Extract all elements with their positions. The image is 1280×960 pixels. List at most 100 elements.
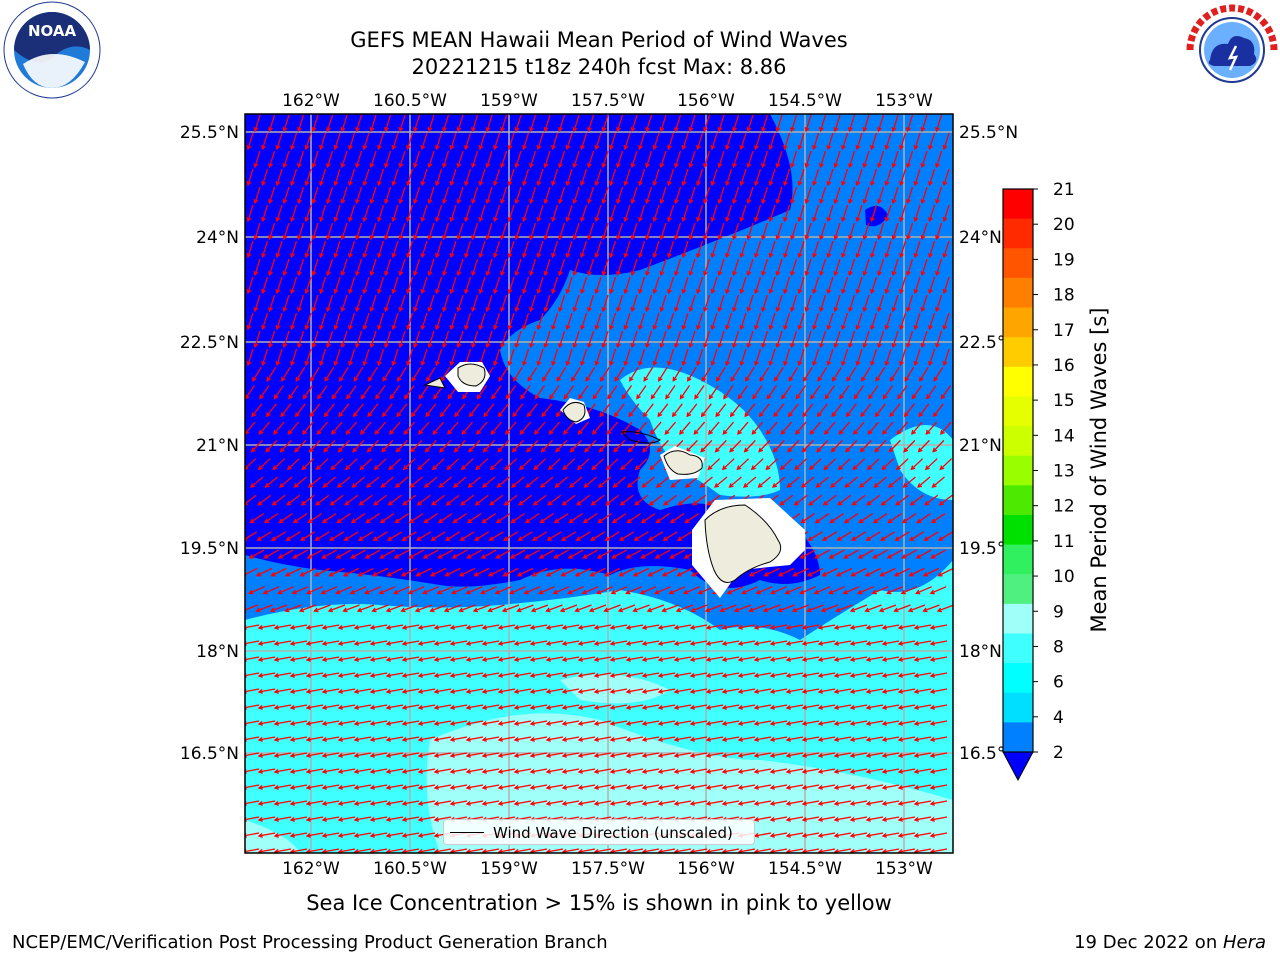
wind-arrow (319, 204, 327, 222)
wind-arrow (498, 752, 516, 757)
wind-arrow-head (917, 447, 923, 453)
wind-arrow (402, 720, 420, 725)
wind-arrow (370, 624, 388, 629)
wind-arrow (540, 512, 554, 524)
wind-arrow-head (385, 784, 391, 790)
wind-arrow-head (799, 554, 805, 559)
wind-arrow (834, 624, 852, 629)
wind-arrow (783, 276, 791, 294)
wind-arrow (479, 168, 486, 186)
wind-arrow-head (899, 360, 904, 367)
wind-arrow (544, 294, 551, 312)
wind-arrow (898, 800, 916, 805)
wind-arrow (558, 114, 566, 132)
wind-arrow (514, 656, 532, 661)
wind-arrow-head (460, 465, 466, 471)
wind-arrow (386, 656, 404, 661)
wind-arrow (685, 512, 699, 524)
wind-arrow-head (476, 429, 481, 435)
wind-arrow-head (331, 429, 336, 435)
wind-arrow (251, 403, 263, 417)
wind-arrow-head (865, 672, 871, 678)
wind-arrow-head (901, 554, 907, 559)
wind-arrow (638, 132, 646, 150)
wind-arrow (508, 240, 515, 258)
wind-arrow-head (294, 447, 300, 453)
wind-arrow-head (657, 720, 663, 726)
wind-arrow (831, 439, 843, 453)
wind-arrow-head (522, 180, 527, 187)
wind-arrow-head (516, 571, 523, 577)
wind-arrow-head (809, 429, 815, 435)
wind-arrow-head (353, 816, 359, 822)
wind-arrow-head (690, 607, 696, 613)
wind-arrow (626, 549, 642, 559)
wind-arrow-head (577, 624, 583, 630)
wind-arrow-head (619, 536, 625, 541)
wind-arrow (582, 586, 599, 594)
wind-arrow (910, 458, 924, 470)
wind-arrow (530, 752, 548, 757)
wind-arrow-head (891, 162, 897, 169)
wind-arrow-head (874, 412, 880, 418)
wind-arrow-head (337, 752, 343, 758)
wind-arrow-head (536, 216, 542, 223)
wind-arrow (624, 204, 631, 222)
wind-arrow-head (880, 500, 886, 506)
wind-arrow-head (385, 752, 391, 758)
wind-arrow (245, 604, 259, 611)
wind-arrow (367, 403, 379, 417)
wind-arrow (315, 531, 330, 541)
colorbar-swatch (1003, 455, 1033, 486)
lon-tick-top: 153°W (875, 91, 933, 111)
wind-arrow-head (917, 483, 923, 488)
wind-arrow-head (681, 216, 687, 223)
wind-arrow-head (659, 162, 665, 169)
wind-arrow (867, 421, 880, 435)
wind-arrow-head (768, 324, 774, 331)
wind-arrow (921, 150, 928, 168)
wind-arrow-head (497, 704, 503, 710)
wind-arrow (508, 204, 515, 222)
wind-arrow-head (409, 483, 415, 488)
wind-arrow (690, 640, 708, 645)
wind-arrow (402, 494, 417, 506)
wind-arrow-head (401, 536, 407, 541)
wind-arrow (610, 784, 628, 789)
wind-arrow (877, 186, 885, 204)
wind-arrow (358, 531, 374, 541)
wind-arrow (624, 276, 631, 294)
wind-arrow-head (333, 144, 339, 151)
wind-arrow-head (935, 342, 940, 349)
wind-arrow (781, 385, 792, 399)
wind-arrow (604, 604, 621, 612)
wind-arrow (423, 586, 439, 594)
wind-arrow-head (357, 571, 363, 577)
wind-arrow-head (618, 571, 624, 577)
wind-arrow-head (609, 800, 615, 806)
wind-arrow-head (353, 376, 359, 382)
wind-arrow (310, 366, 320, 382)
wind-arrow-head (787, 447, 793, 453)
wind-arrow-head (483, 412, 489, 418)
wind-arrow (268, 294, 276, 312)
wind-arrow-head (705, 768, 711, 774)
wind-arrow-head (689, 720, 695, 726)
footer-credit: NCEP/EMC/Verification Post Processing Pr… (12, 932, 608, 953)
wind-arrow-head (913, 324, 919, 331)
wind-arrow-head (465, 736, 471, 742)
wind-arrow-head (928, 144, 933, 151)
wind-arrow-head (775, 306, 781, 313)
wind-arrow (875, 403, 886, 417)
contour-6-8-east (890, 425, 953, 500)
wind-arrow-head (490, 429, 496, 435)
wind-arrow (841, 204, 849, 222)
wind-arrow-head (739, 180, 745, 187)
wind-arrow-head (929, 720, 935, 726)
wind-arrow (529, 222, 537, 240)
wind-arrow (642, 736, 660, 741)
wind-arrow-head (696, 288, 701, 295)
wind-arrow (370, 752, 388, 757)
wind-arrow-head (629, 376, 634, 382)
wind-arrow-head (529, 624, 535, 630)
